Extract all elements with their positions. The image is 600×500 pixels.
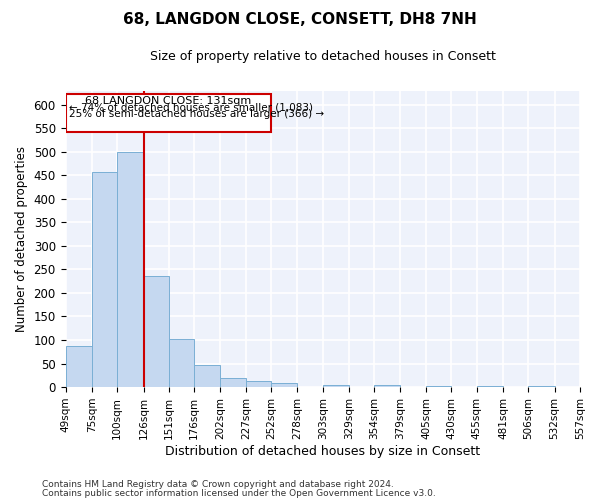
X-axis label: Distribution of detached houses by size in Consett: Distribution of detached houses by size … xyxy=(165,444,481,458)
Y-axis label: Number of detached properties: Number of detached properties xyxy=(15,146,28,332)
Bar xyxy=(65,346,92,387)
Bar xyxy=(92,172,117,387)
Bar xyxy=(143,276,169,387)
Bar xyxy=(169,339,194,387)
Bar xyxy=(323,384,349,387)
Text: Contains HM Land Registry data © Crown copyright and database right 2024.: Contains HM Land Registry data © Crown c… xyxy=(42,480,394,489)
Text: 25% of semi-detached houses are larger (366) →: 25% of semi-detached houses are larger (… xyxy=(68,110,323,120)
Bar xyxy=(220,378,246,387)
Bar xyxy=(374,385,400,387)
Text: Contains public sector information licensed under the Open Government Licence v3: Contains public sector information licen… xyxy=(42,488,436,498)
Bar xyxy=(246,381,271,387)
Bar xyxy=(271,384,298,387)
Bar xyxy=(117,152,143,387)
Text: 68 LANGDON CLOSE: 131sqm: 68 LANGDON CLOSE: 131sqm xyxy=(85,96,251,106)
Bar xyxy=(194,365,220,387)
Bar xyxy=(65,94,271,132)
Title: Size of property relative to detached houses in Consett: Size of property relative to detached ho… xyxy=(150,50,496,63)
Bar xyxy=(529,386,554,387)
Bar xyxy=(426,386,451,387)
Text: ← 74% of detached houses are smaller (1,083): ← 74% of detached houses are smaller (1,… xyxy=(68,103,313,113)
Bar xyxy=(477,386,503,387)
Text: 68, LANGDON CLOSE, CONSETT, DH8 7NH: 68, LANGDON CLOSE, CONSETT, DH8 7NH xyxy=(123,12,477,28)
